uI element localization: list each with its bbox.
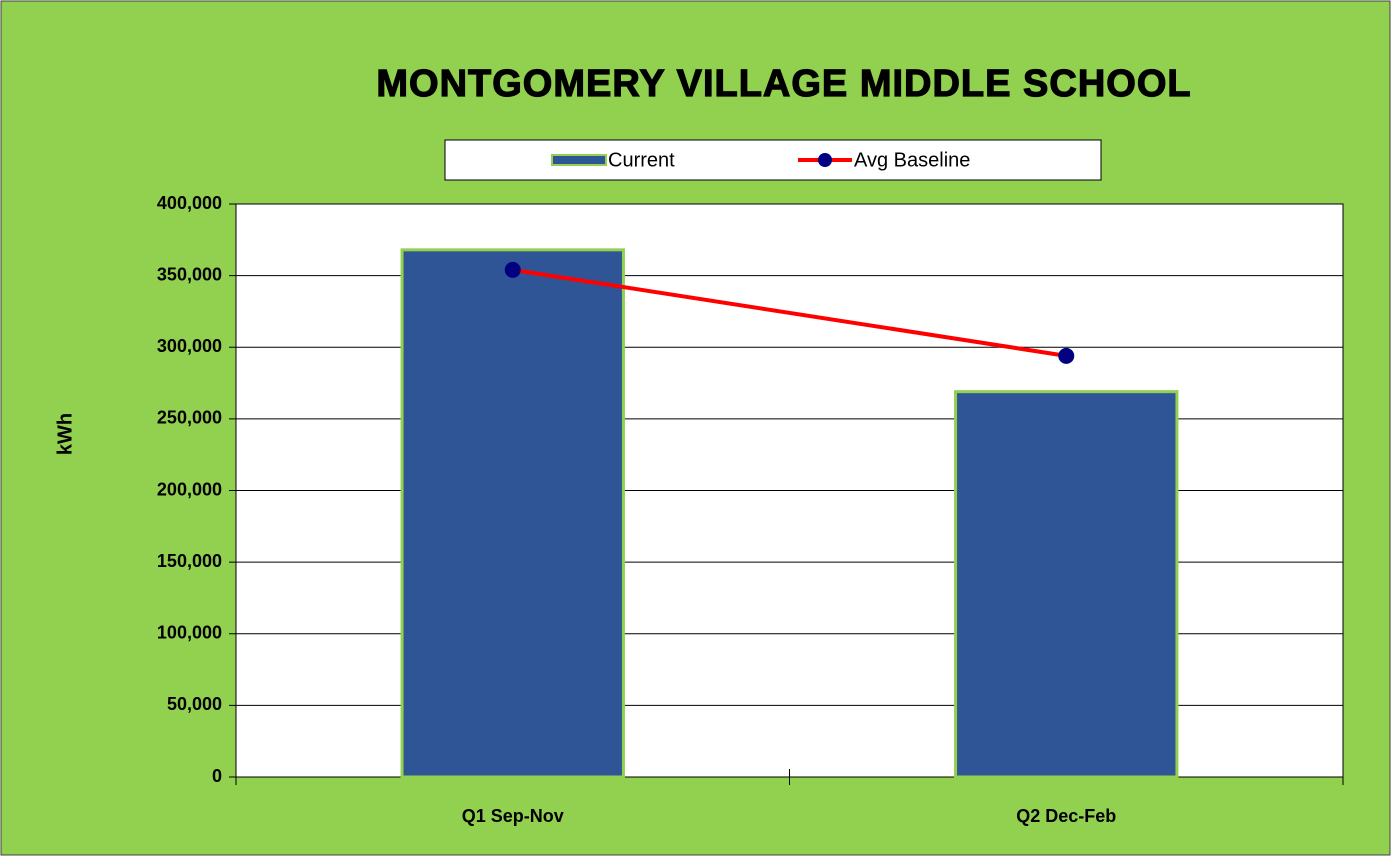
y-tick-label: 100,000 — [157, 623, 222, 643]
y-axis-label: kWh — [54, 413, 76, 455]
y-tick-label: 250,000 — [157, 408, 222, 428]
y-tick-label: 400,000 — [157, 193, 222, 213]
x-tick-label: Q1 Sep-Nov — [462, 806, 564, 826]
y-tick-label: 50,000 — [167, 694, 222, 714]
x-tick-label: Q2 Dec-Feb — [1016, 806, 1116, 826]
y-tick-label: 300,000 — [157, 336, 222, 356]
chart-title: MONTGOMERY VILLAGE MIDDLE SCHOOL — [376, 63, 1191, 105]
y-tick-label: 0 — [212, 766, 222, 786]
legend-box — [444, 139, 1102, 181]
legend-label: Current — [608, 149, 675, 171]
bar — [954, 390, 1179, 779]
y-tick-label: 200,000 — [157, 479, 222, 499]
y-tick-label: 350,000 — [157, 264, 222, 284]
legend-label: Avg Baseline — [854, 149, 970, 171]
y-tick-label: 150,000 — [157, 551, 222, 571]
line-marker — [1058, 347, 1075, 364]
bar — [400, 248, 625, 779]
line — [512, 267, 1067, 358]
legend-marker — [818, 153, 832, 167]
line-marker — [504, 261, 521, 278]
legend-swatch — [551, 154, 607, 166]
